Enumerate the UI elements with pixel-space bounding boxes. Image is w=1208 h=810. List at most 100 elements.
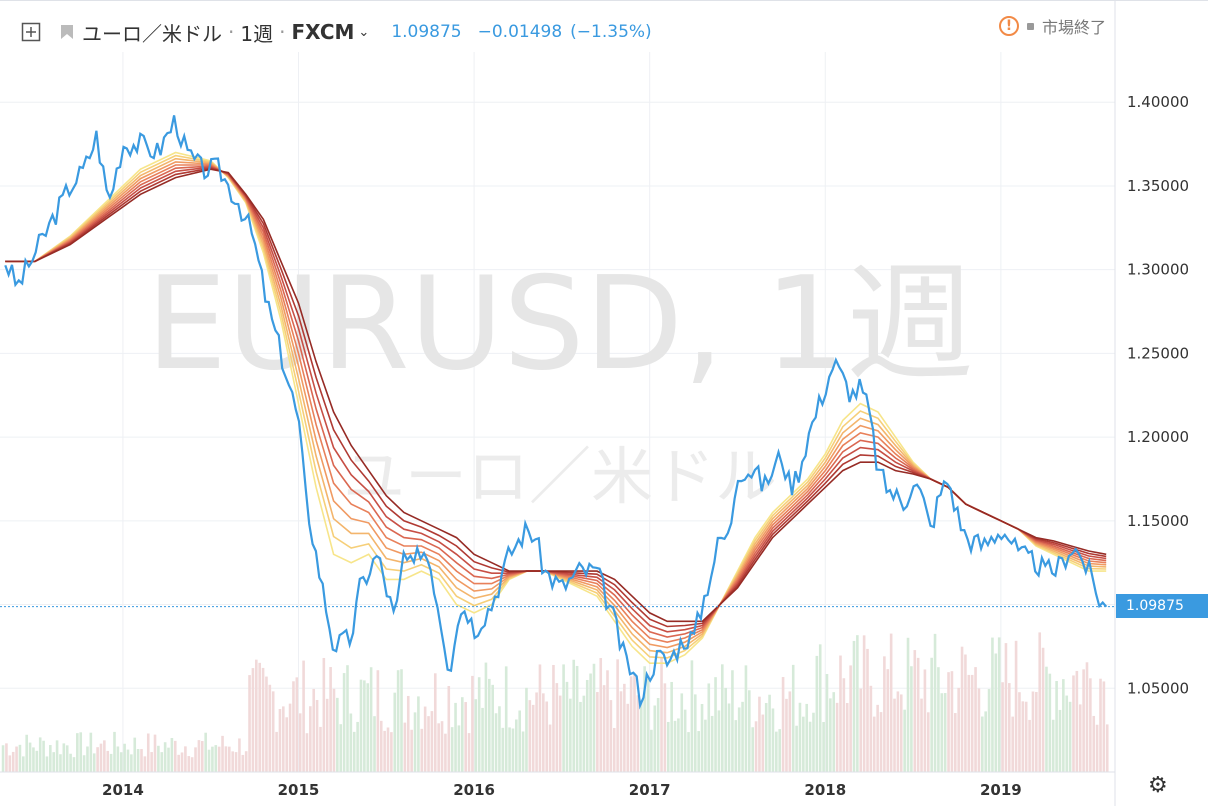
volume-bar: [491, 684, 494, 772]
volume-bar: [62, 743, 66, 772]
volume-bar: [420, 728, 424, 772]
volume-bar: [89, 732, 93, 772]
volume-bar: [423, 706, 427, 772]
moving-average-line: [5, 168, 1107, 623]
volume-bar: [376, 670, 380, 772]
volume-bar: [923, 669, 927, 772]
volume-bar: [373, 716, 376, 772]
volume-bar: [1031, 691, 1035, 772]
volume-bar: [812, 712, 815, 772]
market-status-label: 市場終了: [1041, 18, 1106, 37]
volume-bar: [525, 687, 528, 772]
volume-bar: [204, 732, 207, 772]
volume-bar: [879, 712, 883, 772]
volume-bar: [650, 729, 653, 772]
volume-bar: [953, 713, 957, 772]
volume-bar: [410, 729, 413, 772]
volume-bar: [741, 701, 744, 772]
volume-bar: [275, 731, 278, 772]
volume-bar: [646, 678, 650, 772]
volume-bar: [265, 676, 268, 772]
volume-bar: [352, 731, 356, 772]
last-price-tag: 1.09875: [1116, 594, 1208, 618]
volume-bar: [582, 695, 586, 772]
volume-bar: [704, 719, 707, 772]
volume-bar: [707, 683, 711, 772]
volume-bar: [697, 731, 700, 772]
volume-bar: [764, 702, 768, 772]
volume-bar: [248, 675, 251, 772]
volume-bar: [231, 751, 234, 772]
volume-bar: [437, 723, 440, 772]
volume-bar: [778, 729, 782, 772]
volume-bar: [403, 722, 407, 772]
volume-bar: [211, 746, 214, 772]
gear-icon[interactable]: ⚙: [1148, 773, 1168, 798]
volume-bar: [818, 644, 822, 772]
expand-icon[interactable]: [20, 21, 42, 43]
volume-bar: [86, 746, 89, 772]
volume-bar: [670, 681, 673, 772]
volume-bar: [896, 691, 900, 772]
volume-bar: [471, 675, 474, 772]
volume-bar: [1028, 719, 1031, 772]
moving-average-ribbon: [5, 151, 1107, 664]
volume-bar: [663, 683, 667, 772]
volume-bar: [994, 653, 998, 772]
volume-bar: [643, 666, 646, 772]
volume-bar: [18, 744, 22, 772]
interval-label[interactable]: 1週: [240, 21, 274, 46]
volume-bar: [558, 695, 562, 772]
volume-bar: [933, 633, 937, 772]
alert-icon[interactable]: !: [998, 16, 1019, 36]
symbol-name[interactable]: ユーロ／米ドル: [82, 21, 222, 46]
volume-bar: [325, 698, 329, 772]
volume-bar: [406, 695, 410, 772]
volume-bar: [467, 733, 471, 772]
volume-bar: [751, 727, 754, 772]
volume-bar: [153, 734, 157, 772]
volume-bar: [400, 669, 403, 772]
volume-bar: [690, 660, 694, 772]
volume-bar: [224, 746, 228, 772]
volume-bar: [808, 721, 812, 772]
volume-bar: [1089, 678, 1092, 772]
volume-bar: [886, 669, 890, 772]
volume-bar: [282, 706, 285, 772]
volume-bar: [1014, 640, 1018, 772]
volume-bar: [876, 704, 879, 772]
volume-bar: [1092, 715, 1096, 772]
volume-bar: [167, 747, 170, 772]
volume-bar: [163, 742, 167, 772]
volume-bar: [666, 721, 670, 772]
volume-bar: [575, 665, 579, 772]
exchange-label[interactable]: FXCM: [291, 20, 355, 44]
volume-bar: [481, 707, 484, 772]
price-line: [4, 115, 1108, 710]
volume-bar: [160, 752, 164, 772]
volume-bar: [106, 750, 110, 772]
moving-average-line: [5, 161, 1107, 649]
volume-bar: [309, 706, 312, 772]
watermark-name: ユーロ／米ドル: [343, 440, 777, 513]
volume-bar: [775, 731, 778, 772]
volume-bar: [5, 743, 8, 772]
separator-dot: ·: [228, 20, 235, 44]
volume-bar: [758, 696, 761, 772]
volume-bar: [680, 693, 684, 772]
volume-bar: [214, 745, 218, 772]
x-tick-label: 2016: [453, 781, 495, 799]
chevron-down-icon[interactable]: ⌄: [358, 24, 370, 40]
volume-bar: [59, 754, 62, 772]
volume-bar: [417, 696, 420, 772]
volume-bar: [379, 720, 383, 772]
volume-bar: [1099, 678, 1102, 772]
chart-header: ユーロ／米ドル · 1週 · FXCM ⌄ 1.09875 −0.01498 (…: [0, 14, 1115, 50]
volume-bar: [521, 731, 525, 772]
volume-bar: [832, 692, 836, 772]
volume-bar: [754, 721, 758, 772]
flag-icon[interactable]: [58, 22, 76, 42]
